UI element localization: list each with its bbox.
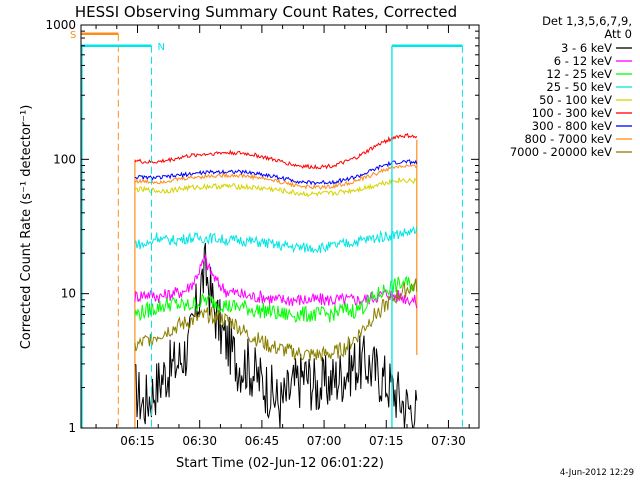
legend-entry-label: 800 - 7000 keV: [524, 132, 612, 146]
legend-entry-label: 7000 - 20000 keV: [510, 145, 612, 159]
series-line: [134, 242, 418, 429]
x-tick-label: 07:15: [369, 434, 404, 448]
legend-entry-label: 300 - 800 keV: [532, 119, 612, 133]
y-tick-label: 10: [61, 287, 76, 301]
legend-entry-label: 50 - 100 keV: [539, 93, 612, 107]
plot-area: S N 06:15 06:30 06:45 07:00 07:15 07:30 1 10 100…: [45, 18, 480, 448]
legend-entry-label: 6 - 12 keV: [554, 54, 612, 68]
x-tick-label: 06:45: [245, 434, 280, 448]
series-line: [134, 276, 418, 323]
marker-label: N: [157, 42, 164, 53]
x-tick-label: 07:30: [431, 434, 466, 448]
x-axis: 06:15 06:30 06:45 07:00 07:15 07:30: [95, 25, 470, 448]
series-line: [134, 278, 418, 362]
y-axis: 1 10 100 1000: [45, 18, 479, 435]
series-layer: [134, 132, 418, 429]
footer-timestamp: 4-Jun-2012 12:29: [560, 468, 634, 478]
series-line: [134, 132, 418, 170]
legend-entry-label: 3 - 6 keV: [561, 41, 612, 55]
legend-entry-label: 100 - 300 keV: [532, 106, 612, 120]
y-tick-label: 100: [53, 152, 76, 166]
series-line: [134, 177, 418, 198]
x-tick-label: 06:30: [182, 434, 217, 448]
y-tick-label: 1: [68, 421, 76, 435]
series-line: [134, 164, 418, 190]
x-axis-label: Start Time (02-Jun-12 06:01:22): [176, 456, 384, 471]
x-tick-label: 06:15: [120, 434, 155, 448]
y-tick-label: 1000: [45, 18, 76, 32]
marker-label: S: [70, 30, 76, 41]
legend-entry-label: 12 - 25 keV: [546, 67, 612, 81]
legend-header: Det 1,3,5,6,7,9,: [542, 14, 632, 28]
plot-frame: [80, 24, 480, 429]
series-line: [134, 159, 418, 186]
series-line: [134, 225, 418, 254]
x-tick-label: 07:00: [307, 434, 342, 448]
legend-subheader: Att 0: [604, 27, 632, 41]
chart-title: HESSI Observing Summary Count Rates, Cor…: [75, 3, 457, 21]
y-axis-label: Corrected Count Rate (s⁻¹ detector⁻¹): [19, 105, 34, 350]
legend-entry-label: 25 - 50 keV: [546, 80, 612, 94]
